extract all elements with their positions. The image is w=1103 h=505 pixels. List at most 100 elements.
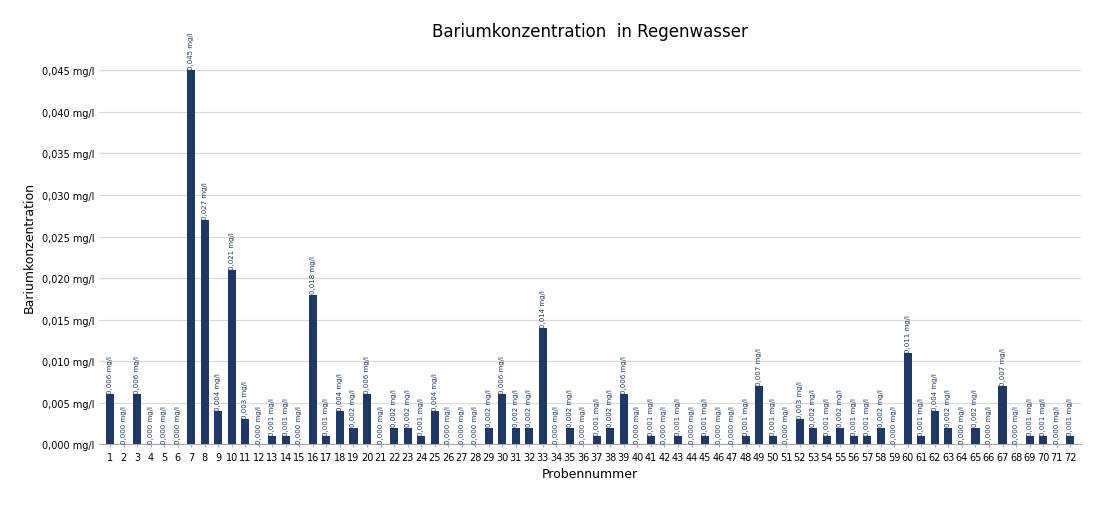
Text: 0,000 mg/l: 0,000 mg/l — [580, 405, 587, 443]
Text: 0,000 mg/l: 0,000 mg/l — [783, 405, 789, 443]
Bar — [227, 270, 236, 444]
Text: 0,001 mg/l: 0,001 mg/l — [593, 397, 600, 435]
Text: 0,027 mg/l: 0,027 mg/l — [202, 181, 207, 219]
Text: 0,001 mg/l: 0,001 mg/l — [675, 397, 681, 435]
Text: 0,001 mg/l: 0,001 mg/l — [418, 397, 424, 435]
Text: 0,006 mg/l: 0,006 mg/l — [500, 356, 505, 393]
Bar — [674, 436, 682, 444]
Text: 0,002 mg/l: 0,002 mg/l — [567, 389, 572, 427]
Text: 0,004 mg/l: 0,004 mg/l — [215, 372, 222, 410]
Text: 0,006 mg/l: 0,006 mg/l — [621, 356, 627, 393]
Text: 0,002 mg/l: 0,002 mg/l — [351, 389, 356, 427]
Bar — [741, 436, 750, 444]
Bar — [836, 428, 844, 444]
Bar — [849, 436, 858, 444]
Text: 0,007 mg/l: 0,007 mg/l — [757, 347, 762, 385]
Text: 0,003 mg/l: 0,003 mg/l — [243, 380, 248, 418]
Text: 0,000 mg/l: 0,000 mg/l — [716, 405, 721, 443]
Text: 0,014 mg/l: 0,014 mg/l — [539, 289, 546, 327]
Bar — [484, 428, 493, 444]
Bar — [417, 436, 425, 444]
Bar — [512, 428, 520, 444]
Text: 0,000 mg/l: 0,000 mg/l — [377, 405, 384, 443]
Text: 0,000 mg/l: 0,000 mg/l — [1013, 405, 1019, 443]
Bar — [106, 394, 114, 444]
Bar — [525, 428, 534, 444]
Text: 0,000 mg/l: 0,000 mg/l — [554, 405, 559, 443]
Y-axis label: Bariumkonzentration: Bariumkonzentration — [23, 182, 36, 313]
Text: 0,001 mg/l: 0,001 mg/l — [1040, 397, 1046, 435]
Text: 0,002 mg/l: 0,002 mg/l — [945, 389, 952, 427]
Bar — [390, 428, 398, 444]
Text: 0,001 mg/l: 0,001 mg/l — [323, 397, 330, 435]
Text: 0,001 mg/l: 0,001 mg/l — [770, 397, 775, 435]
Bar — [823, 436, 831, 444]
Text: 0,001 mg/l: 0,001 mg/l — [1027, 397, 1032, 435]
Text: 0,002 mg/l: 0,002 mg/l — [513, 389, 518, 427]
Bar — [607, 428, 614, 444]
Bar — [903, 353, 912, 444]
Text: 0,002 mg/l: 0,002 mg/l — [526, 389, 533, 427]
Text: 0,001 mg/l: 0,001 mg/l — [1067, 397, 1073, 435]
Bar — [363, 394, 371, 444]
Text: 0,000 mg/l: 0,000 mg/l — [459, 405, 464, 443]
Bar — [877, 428, 885, 444]
Text: 0,001 mg/l: 0,001 mg/l — [865, 397, 870, 435]
Text: 0,000 mg/l: 0,000 mg/l — [688, 405, 695, 443]
Text: 0,000 mg/l: 0,000 mg/l — [174, 405, 181, 443]
Title: Bariumkonzentration  in Regenwasser: Bariumkonzentration in Regenwasser — [432, 23, 748, 40]
Text: 0,001 mg/l: 0,001 mg/l — [919, 397, 924, 435]
Text: 0,000 mg/l: 0,000 mg/l — [986, 405, 992, 443]
Bar — [1039, 436, 1047, 444]
Bar — [795, 420, 804, 444]
Text: 0,000 mg/l: 0,000 mg/l — [959, 405, 965, 443]
Bar — [646, 436, 655, 444]
Text: 0,000 mg/l: 0,000 mg/l — [446, 405, 451, 443]
Bar — [309, 295, 317, 444]
Text: 0,000 mg/l: 0,000 mg/l — [148, 405, 153, 443]
Bar — [1067, 436, 1074, 444]
Text: 0,006 mg/l: 0,006 mg/l — [364, 356, 370, 393]
Text: 0,001 mg/l: 0,001 mg/l — [702, 397, 708, 435]
Bar — [538, 328, 547, 444]
Bar — [336, 411, 344, 444]
Text: 0,002 mg/l: 0,002 mg/l — [811, 389, 816, 427]
Text: 0,001 mg/l: 0,001 mg/l — [824, 397, 829, 435]
Bar — [810, 428, 817, 444]
Text: 0,003 mg/l: 0,003 mg/l — [796, 380, 803, 418]
Text: 0,004 mg/l: 0,004 mg/l — [336, 372, 343, 410]
Bar — [499, 394, 506, 444]
Text: 0,000 mg/l: 0,000 mg/l — [634, 405, 641, 443]
Text: 0,000 mg/l: 0,000 mg/l — [120, 405, 127, 443]
Text: 0,018 mg/l: 0,018 mg/l — [310, 256, 315, 294]
Bar — [998, 386, 1007, 444]
Bar — [242, 420, 249, 444]
X-axis label: Probennummer: Probennummer — [542, 468, 639, 481]
Bar — [592, 436, 601, 444]
Bar — [944, 428, 953, 444]
Text: 0,002 mg/l: 0,002 mg/l — [973, 389, 978, 427]
Text: 0,011 mg/l: 0,011 mg/l — [904, 314, 911, 352]
Text: 0,000 mg/l: 0,000 mg/l — [1053, 405, 1060, 443]
Bar — [864, 436, 871, 444]
Text: 0,001 mg/l: 0,001 mg/l — [282, 397, 289, 435]
Bar — [404, 428, 411, 444]
Bar — [620, 394, 628, 444]
Bar — [702, 436, 709, 444]
Bar — [133, 394, 141, 444]
Text: 0,000 mg/l: 0,000 mg/l — [161, 405, 168, 443]
Text: 0,006 mg/l: 0,006 mg/l — [135, 356, 140, 393]
Text: 0,002 mg/l: 0,002 mg/l — [485, 389, 492, 427]
Text: 0,004 mg/l: 0,004 mg/l — [932, 372, 938, 410]
Text: 0,002 mg/l: 0,002 mg/l — [392, 389, 397, 427]
Bar — [430, 411, 439, 444]
Bar — [756, 386, 763, 444]
Bar — [972, 428, 979, 444]
Bar — [1026, 436, 1034, 444]
Text: 0,021 mg/l: 0,021 mg/l — [228, 231, 235, 269]
Text: 0,007 mg/l: 0,007 mg/l — [999, 347, 1006, 385]
Text: 0,000 mg/l: 0,000 mg/l — [891, 405, 898, 443]
Text: 0,045 mg/l: 0,045 mg/l — [189, 32, 194, 70]
Text: 0,000 mg/l: 0,000 mg/l — [256, 405, 261, 443]
Text: 0,002 mg/l: 0,002 mg/l — [878, 389, 884, 427]
